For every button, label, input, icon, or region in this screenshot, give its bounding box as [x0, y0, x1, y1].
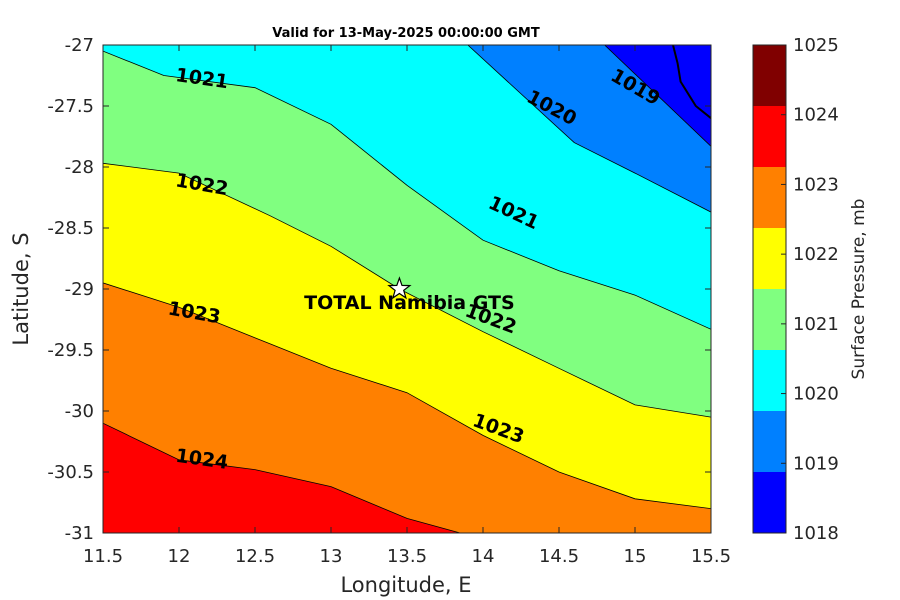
- chart-title: Valid for 13-May-2025 00:00:00 GMT: [272, 26, 540, 41]
- site-label: TOTAL Namibia GTS: [304, 292, 515, 314]
- y-tick-label: -29: [65, 279, 94, 300]
- x-tick-label: 13.5: [387, 546, 427, 567]
- colorbar-segment: [753, 167, 786, 228]
- x-tick-label: 12.5: [235, 546, 275, 567]
- colorbar-tick-label: 1025: [793, 35, 839, 56]
- colorbar-frame: [752, 44, 787, 534]
- y-axis-ticks: -27 -27.5 -28 -28.5 -29 -29.5 -30 -30.5 -31: [47, 35, 711, 544]
- x-tick-label: 13: [320, 546, 343, 567]
- colorbar-segment: [753, 45, 786, 106]
- colorbar-tick-label: 1018: [793, 523, 839, 544]
- y-tick-label: -28.5: [47, 218, 94, 239]
- contour-lines: [103, 45, 711, 533]
- x-tick-label: 11.5: [83, 546, 123, 567]
- y-tick-label: -27.5: [47, 96, 94, 117]
- contour-line-1023: [103, 282, 711, 509]
- colorbar-segment: [753, 411, 786, 472]
- x-tick-label: 14: [472, 546, 495, 567]
- contour-line-1019: [604, 45, 711, 147]
- colorbar: 1018 1019 1020 1021 1022 1023 1024 1025: [752, 35, 839, 544]
- coastline: [672, 45, 711, 119]
- y-tick-label: -31: [65, 523, 94, 544]
- x-tick-label: 15: [624, 546, 647, 567]
- x-axis-label: Longitude, E: [340, 573, 471, 597]
- colorbar-tick-label: 1021: [793, 314, 839, 335]
- y-tick-label: -29.5: [47, 340, 94, 361]
- y-tick-label: -27: [65, 35, 94, 56]
- colorbar-segment: [753, 228, 786, 289]
- y-tick-label: -30.5: [47, 462, 94, 483]
- colorbar-label: Surface Pressure, mb: [849, 199, 869, 380]
- colorbar-tick-label: 1024: [793, 105, 839, 126]
- colorbar-segment: [753, 289, 786, 350]
- contour-line-1021: [103, 50, 711, 330]
- pressure-band-1018: [103, 45, 711, 147]
- colorbar-segment: [753, 106, 786, 167]
- x-tick-label: 14.5: [539, 546, 579, 567]
- colorbar-tick-label: 1019: [793, 453, 839, 474]
- x-tick-label: 12: [168, 546, 191, 567]
- site-marker-group: TOTAL Namibia GTS: [304, 276, 515, 314]
- contour-line-1020: [467, 45, 711, 213]
- y-axis-label: Latitude, S: [9, 232, 33, 345]
- contour-line-1024: [103, 422, 461, 533]
- colorbar-segment: [753, 472, 786, 533]
- colorbar-tick-label: 1020: [793, 384, 839, 405]
- x-axis-ticks: 11.5 12 12.5 13 13.5 14 14.5 15 15.5: [83, 45, 731, 567]
- x-tick-label: 15.5: [691, 546, 731, 567]
- colorbar-tick-label: 1023: [793, 174, 839, 195]
- pressure-bands: [103, 45, 711, 533]
- pressure-band-1019: [103, 45, 711, 213]
- site-star-icon: [387, 276, 412, 300]
- y-tick-label: -28: [65, 157, 94, 178]
- y-tick-label: -30: [65, 401, 94, 422]
- colorbar-tick-label: 1022: [793, 244, 839, 265]
- colorbar-segment: [753, 350, 786, 411]
- plot-area: [103, 45, 711, 533]
